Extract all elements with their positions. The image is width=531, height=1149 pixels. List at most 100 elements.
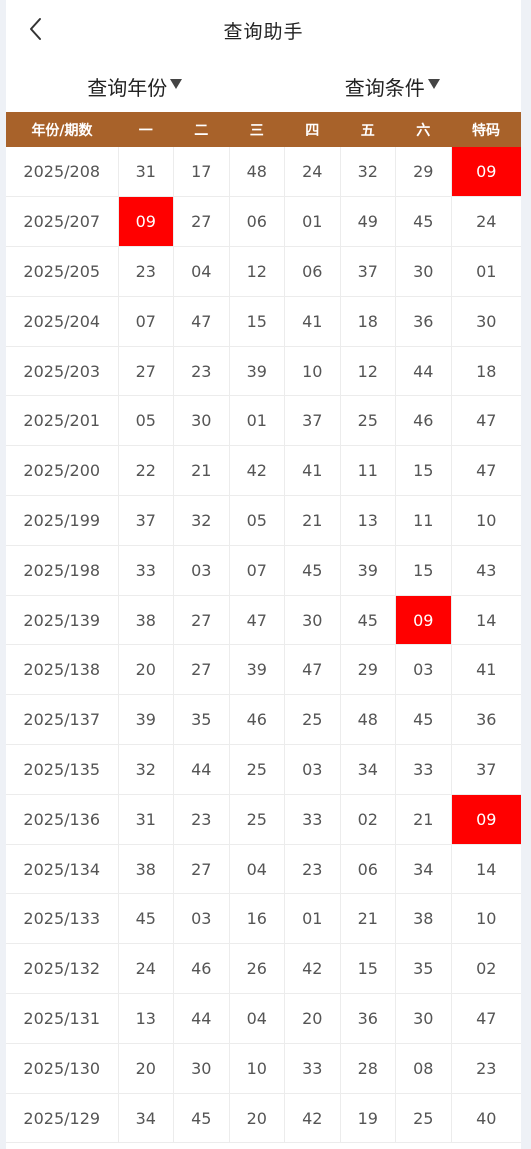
number-cell: 45 xyxy=(173,1093,230,1144)
table-row: 2025/130 20 30 10 33 28 08 23 xyxy=(6,1043,521,1094)
column-header-period: 年份/期数 xyxy=(31,122,93,139)
period-cell: 2025/137 xyxy=(6,694,119,746)
number-cell: 20 xyxy=(118,1043,174,1094)
special-number-cell: 23 xyxy=(451,1043,521,1094)
column-header-6: 六 xyxy=(416,122,431,139)
number-cell: 09 xyxy=(395,595,452,646)
number-cell: 33 xyxy=(395,744,452,795)
table-row: 2025/138 20 27 39 47 29 03 41 xyxy=(6,644,521,696)
table-row: 2025/201 05 30 01 37 25 46 47 xyxy=(6,395,521,447)
special-number-cell: 10 xyxy=(451,893,521,945)
number-cell: 25 xyxy=(340,395,396,447)
condition-filter-dropdown[interactable]: 查询条件 xyxy=(264,72,522,101)
number-cell: 21 xyxy=(173,445,230,497)
number-cell: 13 xyxy=(118,993,174,1044)
number-cell: 15 xyxy=(229,296,285,347)
table-header-row: 年份/期数 一 二 三 四 五 六 特码 xyxy=(6,112,521,147)
number-cell: 39 xyxy=(340,545,396,596)
number-cell: 06 xyxy=(340,844,396,895)
number-cell: 45 xyxy=(118,893,174,945)
caret-down-icon xyxy=(170,79,183,89)
number-cell: 15 xyxy=(340,943,396,995)
number-cell: 05 xyxy=(118,395,174,447)
number-cell: 24 xyxy=(284,147,341,198)
number-cell: 24 xyxy=(118,943,174,995)
period-cell: 2025/205 xyxy=(6,246,119,297)
number-cell: 49 xyxy=(340,196,396,248)
column-header-2: 二 xyxy=(194,122,209,139)
number-cell: 22 xyxy=(118,445,174,497)
number-cell: 39 xyxy=(229,644,285,696)
number-cell: 42 xyxy=(229,445,285,497)
results-table: 年份/期数 一 二 三 四 五 六 特码 2025/208 31 17 48 24 32 2… xyxy=(6,112,521,1144)
special-number-cell: 14 xyxy=(451,595,521,646)
number-cell: 38 xyxy=(118,844,174,895)
year-filter-dropdown[interactable]: 查询年份 xyxy=(6,72,264,101)
back-button[interactable] xyxy=(22,14,50,44)
number-cell: 12 xyxy=(340,346,396,397)
special-number-cell: 41 xyxy=(451,644,521,696)
number-cell: 30 xyxy=(173,1043,230,1094)
special-number-cell: 09 xyxy=(451,147,521,198)
special-number-cell: 43 xyxy=(451,545,521,596)
number-cell: 20 xyxy=(118,644,174,696)
number-cell: 03 xyxy=(284,744,341,795)
number-cell: 10 xyxy=(284,346,341,397)
table-row: 2025/134 38 27 04 23 06 34 14 xyxy=(6,844,521,895)
number-cell: 32 xyxy=(118,744,174,795)
number-cell: 36 xyxy=(395,296,452,347)
table-row: 2025/135 32 44 25 03 34 33 37 xyxy=(6,744,521,795)
number-cell: 46 xyxy=(173,943,230,995)
number-cell: 32 xyxy=(340,147,396,198)
number-cell: 42 xyxy=(284,943,341,995)
number-cell: 47 xyxy=(284,644,341,696)
table-row: 2025/207 09 27 06 01 49 45 24 xyxy=(6,196,521,248)
number-cell: 12 xyxy=(229,246,285,297)
number-cell: 47 xyxy=(173,296,230,347)
number-cell: 37 xyxy=(118,495,174,546)
number-cell: 21 xyxy=(284,495,341,546)
number-cell: 45 xyxy=(395,694,452,746)
number-cell: 38 xyxy=(118,595,174,646)
number-cell: 04 xyxy=(229,993,285,1044)
number-cell: 28 xyxy=(340,1043,396,1094)
number-cell: 16 xyxy=(229,893,285,945)
number-cell: 19 xyxy=(340,1093,396,1144)
table-row: 2025/203 27 23 39 10 12 44 18 xyxy=(6,346,521,397)
number-cell: 44 xyxy=(173,744,230,795)
number-cell: 35 xyxy=(173,694,230,746)
number-cell: 32 xyxy=(173,495,230,546)
number-cell: 44 xyxy=(173,993,230,1044)
number-cell: 21 xyxy=(340,893,396,945)
period-cell: 2025/139 xyxy=(6,595,119,646)
number-cell: 05 xyxy=(229,495,285,546)
number-cell: 02 xyxy=(340,794,396,845)
number-cell: 06 xyxy=(229,196,285,248)
column-header-1: 一 xyxy=(138,122,153,139)
number-cell: 15 xyxy=(395,545,452,596)
period-cell: 2025/204 xyxy=(6,296,119,347)
number-cell: 41 xyxy=(284,296,341,347)
table-row: 2025/136 31 23 25 33 02 21 09 xyxy=(6,794,521,845)
number-cell: 45 xyxy=(340,595,396,646)
number-cell: 27 xyxy=(118,346,174,397)
number-cell: 20 xyxy=(229,1093,285,1144)
column-header-3: 三 xyxy=(249,122,264,139)
period-cell: 2025/199 xyxy=(6,495,119,546)
period-cell: 2025/133 xyxy=(6,893,119,945)
special-number-cell: 24 xyxy=(451,196,521,248)
number-cell: 37 xyxy=(284,395,341,447)
special-number-cell: 37 xyxy=(451,744,521,795)
special-number-cell: 01 xyxy=(451,246,521,297)
caret-down-icon xyxy=(427,79,440,89)
period-cell: 2025/208 xyxy=(6,147,119,198)
table-row: 2025/137 39 35 46 25 48 45 36 xyxy=(6,694,521,746)
number-cell: 01 xyxy=(229,395,285,447)
table-row: 2025/131 13 44 04 20 36 30 47 xyxy=(6,993,521,1044)
table-row: 2025/198 33 03 07 45 39 15 43 xyxy=(6,545,521,596)
number-cell: 35 xyxy=(395,943,452,995)
number-cell: 03 xyxy=(173,893,230,945)
number-cell: 07 xyxy=(118,296,174,347)
number-cell: 27 xyxy=(173,644,230,696)
period-cell: 2025/131 xyxy=(6,993,119,1044)
